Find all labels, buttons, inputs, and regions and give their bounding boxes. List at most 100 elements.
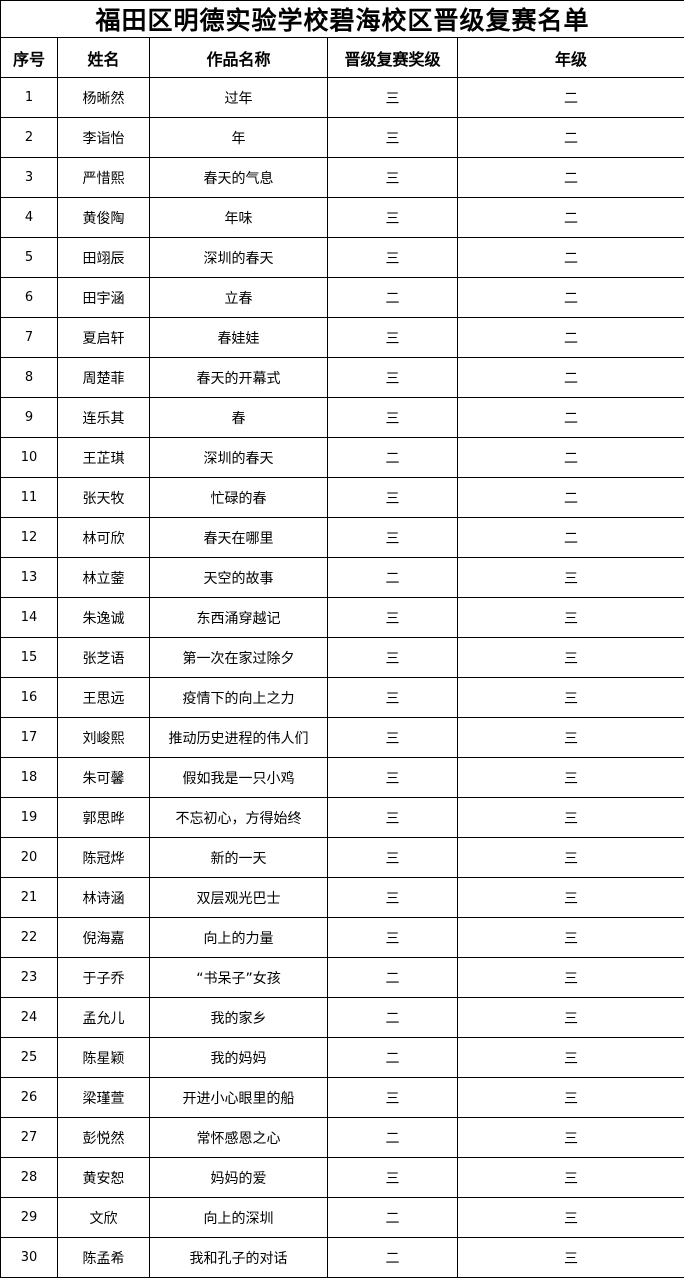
student-name-cell: 田宇涵 — [58, 278, 150, 318]
index-cell: 2 — [1, 118, 58, 158]
grade-cell: 三 — [458, 998, 684, 1038]
work-title-cell: 春天的开幕式 — [150, 358, 328, 398]
index-cell: 25 — [1, 1038, 58, 1078]
index-cell: 24 — [1, 998, 58, 1038]
column-header-work-title: 作品名称 — [150, 38, 328, 78]
award-level-cell: 三 — [328, 718, 458, 758]
grade-cell: 三 — [458, 598, 684, 638]
student-name-cell: 夏启轩 — [58, 318, 150, 358]
work-title-cell: 东西涌穿越记 — [150, 598, 328, 638]
grade-cell: 二 — [458, 78, 684, 118]
student-name-cell: 林可欣 — [58, 518, 150, 558]
index-cell: 19 — [1, 798, 58, 838]
grade-cell: 三 — [458, 1198, 684, 1238]
index-cell: 4 — [1, 198, 58, 238]
column-header-grade: 年级 — [458, 38, 684, 78]
work-title-cell: 我和孔子的对话 — [150, 1238, 328, 1278]
work-title-cell: 开进小心眼里的船 — [150, 1078, 328, 1118]
index-cell: 10 — [1, 438, 58, 478]
work-title-cell: 春娃娃 — [150, 318, 328, 358]
work-title-cell: 春天在哪里 — [150, 518, 328, 558]
work-title-cell: 天空的故事 — [150, 558, 328, 598]
student-name-cell: 黄俊陶 — [58, 198, 150, 238]
student-name-cell: 陈冠烨 — [58, 838, 150, 878]
grade-cell: 三 — [458, 838, 684, 878]
index-cell: 12 — [1, 518, 58, 558]
index-cell: 5 — [1, 238, 58, 278]
award-level-cell: 二 — [328, 278, 458, 318]
index-cell: 6 — [1, 278, 58, 318]
work-title-cell: 我的家乡 — [150, 998, 328, 1038]
award-level-cell: 三 — [328, 118, 458, 158]
grade-cell: 三 — [458, 798, 684, 838]
grade-cell: 二 — [458, 118, 684, 158]
work-title-cell: 立春 — [150, 278, 328, 318]
work-title-cell: 疫情下的向上之力 — [150, 678, 328, 718]
award-level-cell: 三 — [328, 78, 458, 118]
grade-cell: 三 — [458, 878, 684, 918]
award-level-cell: 二 — [328, 1238, 458, 1278]
student-name-cell: 张天牧 — [58, 478, 150, 518]
award-level-cell: 二 — [328, 1038, 458, 1078]
index-cell: 3 — [1, 158, 58, 198]
award-level-cell: 三 — [328, 678, 458, 718]
grade-cell: 二 — [458, 318, 684, 358]
index-cell: 27 — [1, 1118, 58, 1158]
index-cell: 29 — [1, 1198, 58, 1238]
award-level-cell: 三 — [328, 518, 458, 558]
award-level-cell: 三 — [328, 238, 458, 278]
grade-cell: 二 — [458, 518, 684, 558]
column-header-award-level: 晋级复赛奖级 — [328, 38, 458, 78]
work-title-cell: 年 — [150, 118, 328, 158]
work-title-cell: 不忘初心，方得始终 — [150, 798, 328, 838]
award-level-cell: 三 — [328, 838, 458, 878]
student-name-cell: 于子乔 — [58, 958, 150, 998]
grade-cell: 二 — [458, 158, 684, 198]
student-name-cell: 连乐其 — [58, 398, 150, 438]
award-level-cell: 三 — [328, 638, 458, 678]
award-level-cell: 三 — [328, 1078, 458, 1118]
grade-cell: 三 — [458, 678, 684, 718]
work-title-cell: 第一次在家过除夕 — [150, 638, 328, 678]
work-title-cell: 忙碌的春 — [150, 478, 328, 518]
work-title-cell: “书呆子”女孩 — [150, 958, 328, 998]
student-name-cell: 田翊辰 — [58, 238, 150, 278]
student-name-cell: 彭悦然 — [58, 1118, 150, 1158]
index-cell: 7 — [1, 318, 58, 358]
award-level-cell: 三 — [328, 198, 458, 238]
grade-cell: 三 — [458, 1118, 684, 1158]
student-name-cell: 孟允儿 — [58, 998, 150, 1038]
grade-cell: 三 — [458, 718, 684, 758]
index-cell: 28 — [1, 1158, 58, 1198]
work-title-cell: 向上的深圳 — [150, 1198, 328, 1238]
award-level-cell: 二 — [328, 1198, 458, 1238]
grade-cell: 三 — [458, 758, 684, 798]
title-row: 福田区明德实验学校碧海校区晋级复赛名单 — [1, 1, 684, 38]
work-title-cell: 双层观光巴士 — [150, 878, 328, 918]
grade-cell: 三 — [458, 558, 684, 598]
grade-cell: 三 — [458, 1038, 684, 1078]
index-cell: 18 — [1, 758, 58, 798]
award-level-cell: 三 — [328, 398, 458, 438]
work-title-cell: 我的妈妈 — [150, 1038, 328, 1078]
award-level-cell: 三 — [328, 158, 458, 198]
student-name-cell: 郭思晔 — [58, 798, 150, 838]
student-name-cell: 朱可馨 — [58, 758, 150, 798]
grade-cell: 二 — [458, 398, 684, 438]
index-cell: 13 — [1, 558, 58, 598]
